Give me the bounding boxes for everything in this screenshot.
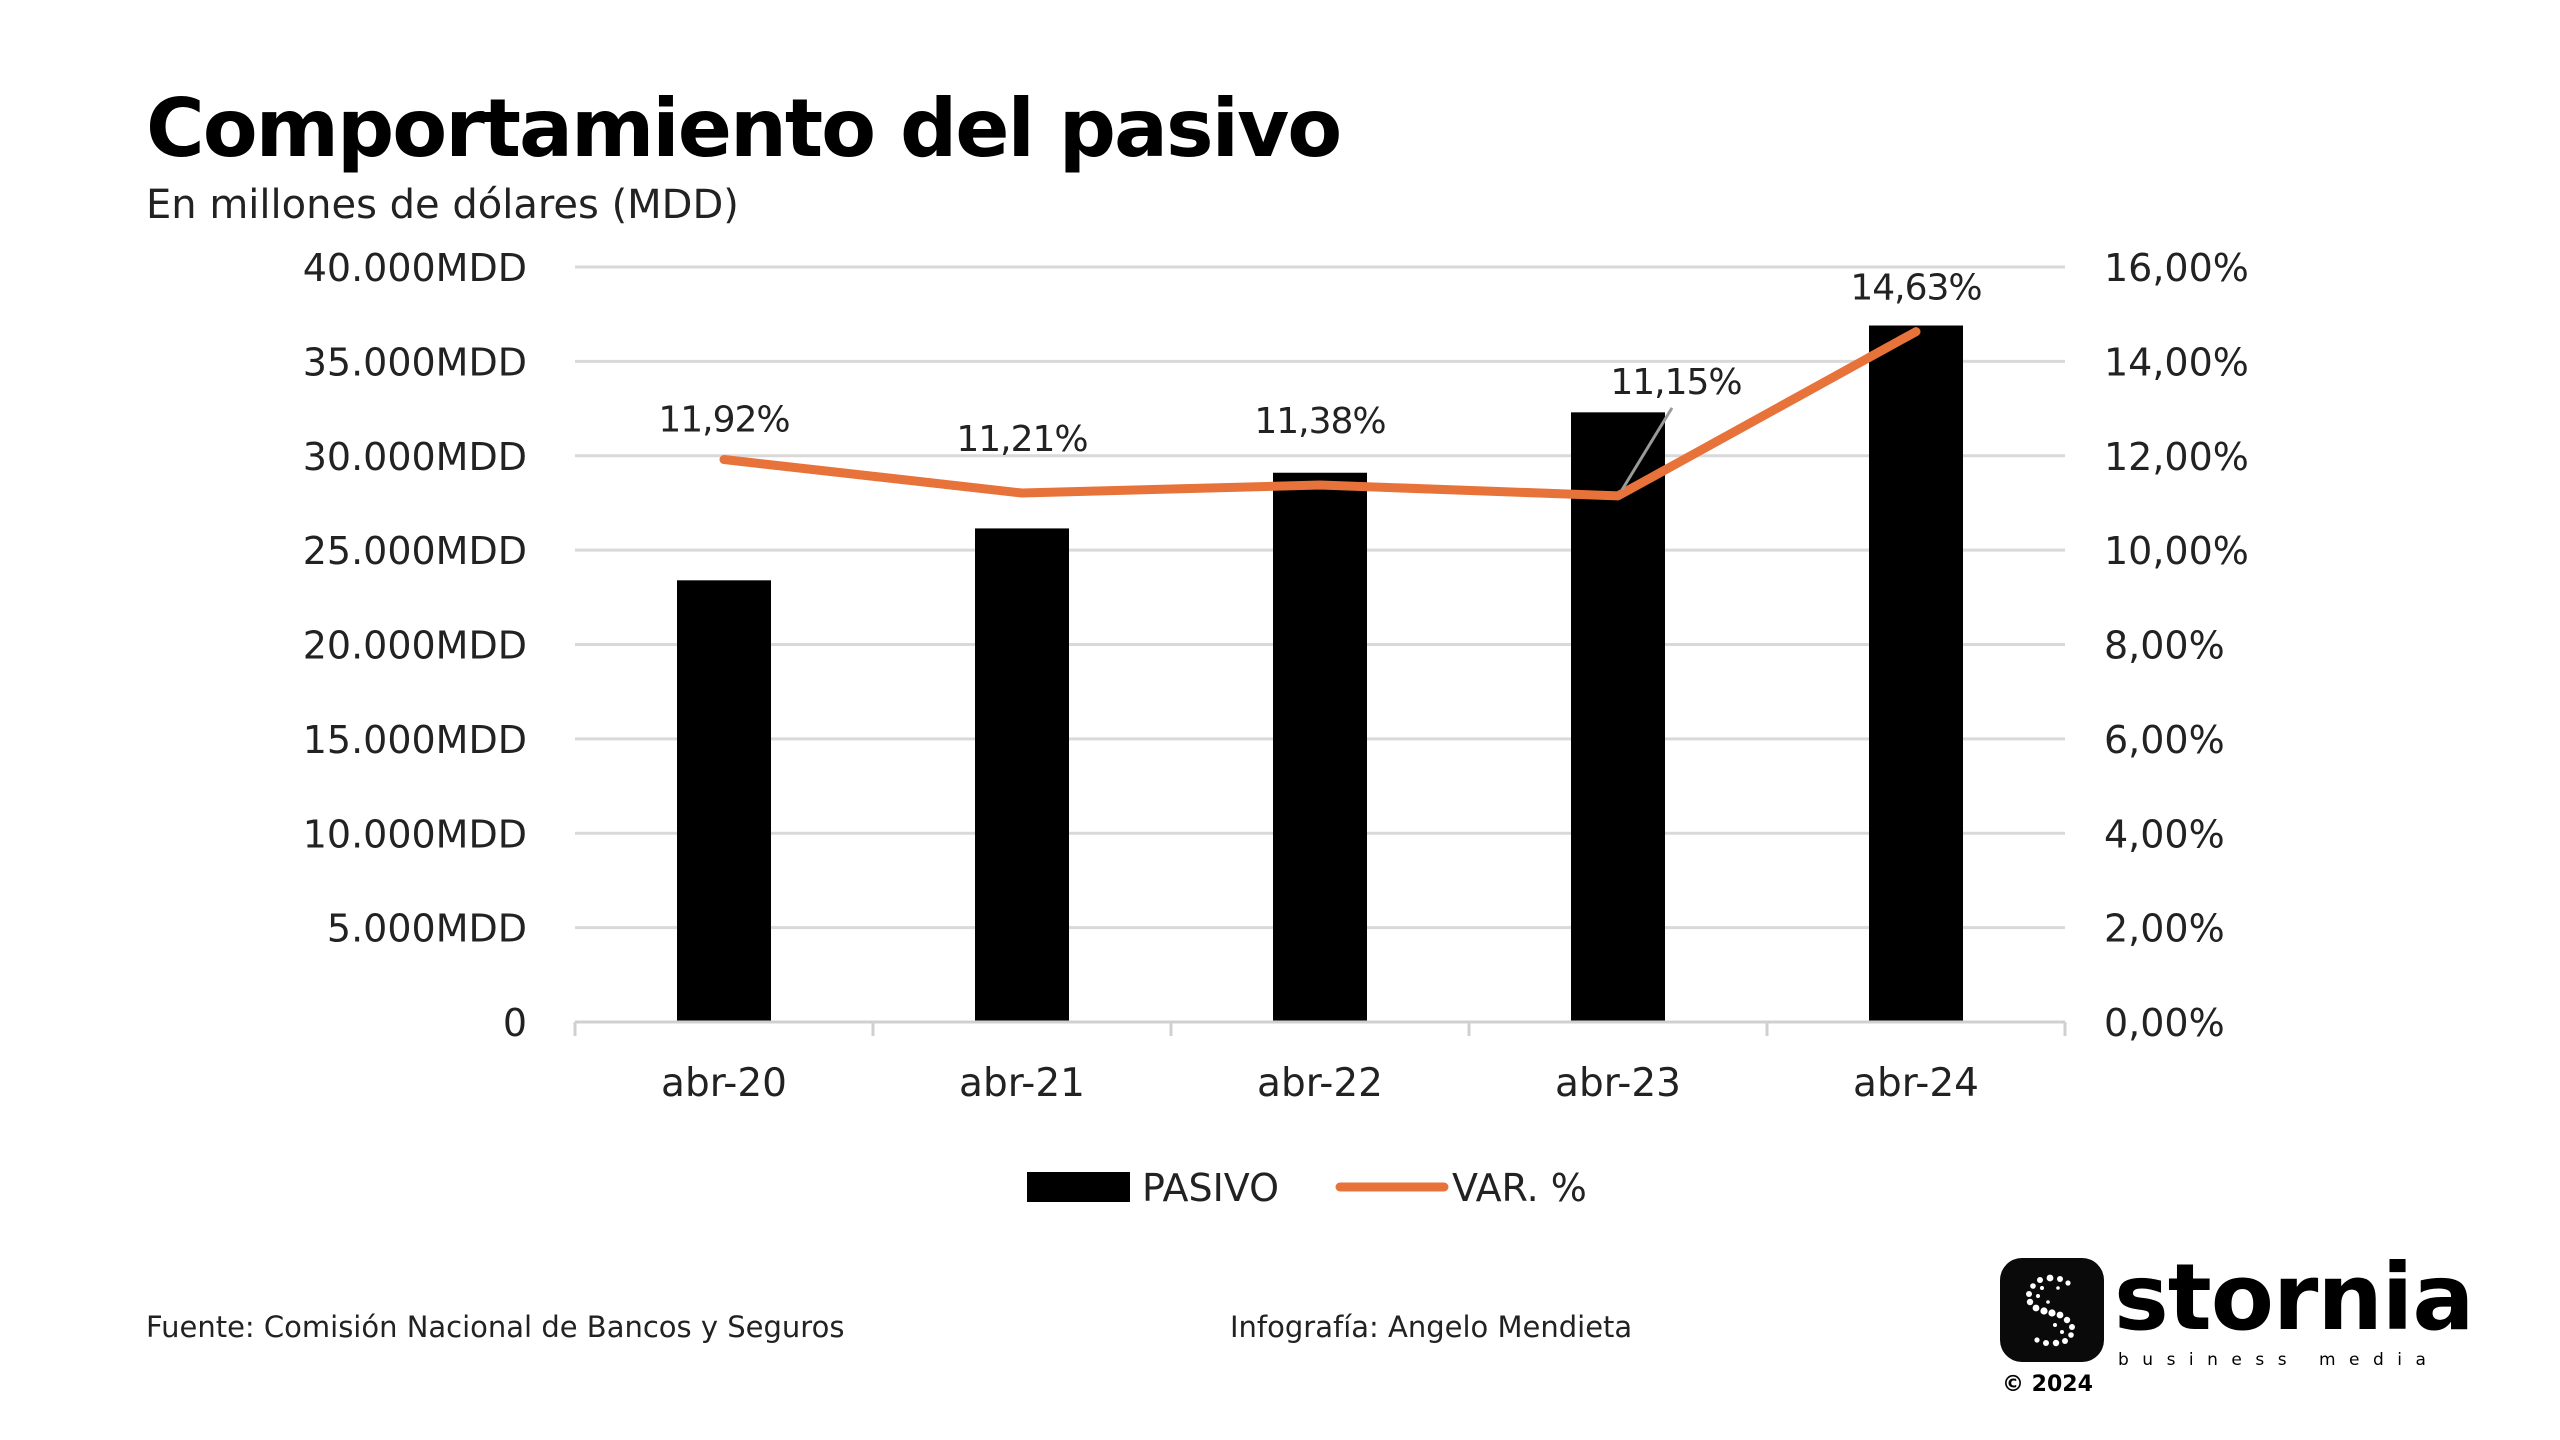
line-var: [719, 327, 1921, 501]
y-left-tick-label: 5.000MDD: [327, 907, 527, 951]
bar-pasivo: [1273, 472, 1367, 1022]
y-left-tick-label: 0: [503, 1001, 527, 1045]
y-right-tick-label: 16,00%: [2104, 246, 2249, 290]
y-right-tick-label: 14,00%: [2104, 340, 2249, 384]
y-left-tick-label: 30.000MDD: [303, 435, 527, 479]
data-label: 11,92%: [658, 400, 789, 441]
legend-label-var: VAR. %: [1452, 1166, 1587, 1210]
bar-series-pasivo: [677, 325, 1963, 1022]
brand-logo: stornia business media © 2024: [2000, 1252, 2474, 1398]
y-right-tick-label: 4,00%: [2104, 812, 2225, 856]
credit-note: Infografía: Angelo Mendieta: [1230, 1310, 1633, 1344]
bar-pasivo: [677, 580, 771, 1022]
x-axis: [573, 1020, 2067, 1036]
y-left-tick-label: 10.000MDD: [303, 812, 527, 856]
data-label: 14,63%: [1850, 268, 1981, 309]
bar-pasivo: [1869, 325, 1963, 1022]
bar-pasivo: [1571, 412, 1665, 1022]
y-right-tick-label: 8,00%: [2104, 624, 2225, 668]
source-note: Fuente: Comisión Nacional de Bancos y Se…: [146, 1310, 845, 1344]
y-left-tick-label: 15.000MDD: [303, 718, 527, 762]
x-tick-label: abr-20: [661, 1061, 787, 1106]
data-label: 11,15%: [1610, 362, 1741, 403]
chart-title: Comportamiento del pasivo: [146, 82, 1342, 175]
data-label: 11,38%: [1254, 401, 1385, 442]
y-right-tick-label: 10,00%: [2104, 529, 2249, 573]
chart-subtitle: En millones de dólares (MDD): [146, 182, 739, 228]
x-axis-tick-labels: abr-20 abr-21 abr-22 abr-23 abr-24: [661, 1061, 1979, 1106]
legend-swatch-pasivo: [1027, 1172, 1130, 1202]
data-labels: 11,92% 11,21% 11,38% 11,15% 14,63%: [658, 268, 1983, 491]
y-axis-left: 0 5.000MDD 10.000MDD 15.000MDD 20.000MDD 25.0…: [303, 246, 527, 1045]
x-tick-label: abr-23: [1555, 1061, 1681, 1106]
data-label-leader: [1620, 407, 1674, 491]
x-tick-label: abr-24: [1853, 1061, 1979, 1106]
data-label: 11,21%: [956, 419, 1087, 460]
y-left-tick-label: 20.000MDD: [303, 624, 527, 668]
y-left-tick-label: 40.000MDD: [303, 246, 527, 290]
legend: PASIVO VAR. %: [1027, 1166, 1587, 1210]
x-tick-label: abr-22: [1257, 1061, 1383, 1106]
legend-label-pasivo: PASIVO: [1142, 1166, 1279, 1210]
brand-tagline: business media: [2118, 1350, 2440, 1370]
y-right-tick-label: 2,00%: [2104, 907, 2225, 951]
brand-name: stornia: [2114, 1244, 2474, 1351]
y-right-tick-label: 6,00%: [2104, 718, 2225, 762]
stornia-s-logo-icon: [2000, 1258, 2104, 1362]
y-right-tick-label: 12,00%: [2104, 435, 2249, 479]
bar-pasivo: [975, 528, 1069, 1022]
y-left-tick-label: 25.000MDD: [303, 529, 527, 573]
y-left-tick-label: 35.000MDD: [303, 340, 527, 384]
x-tick-label: abr-21: [959, 1061, 1085, 1106]
y-axis-right: 0,00% 2,00% 4,00% 6,00% 8,00% 10,00% 12,00% 14,…: [2104, 246, 2249, 1045]
y-right-tick-label: 0,00%: [2104, 1001, 2225, 1045]
line-series-var: [719, 327, 1921, 501]
brand-copyright: © 2024: [2002, 1372, 2093, 1397]
